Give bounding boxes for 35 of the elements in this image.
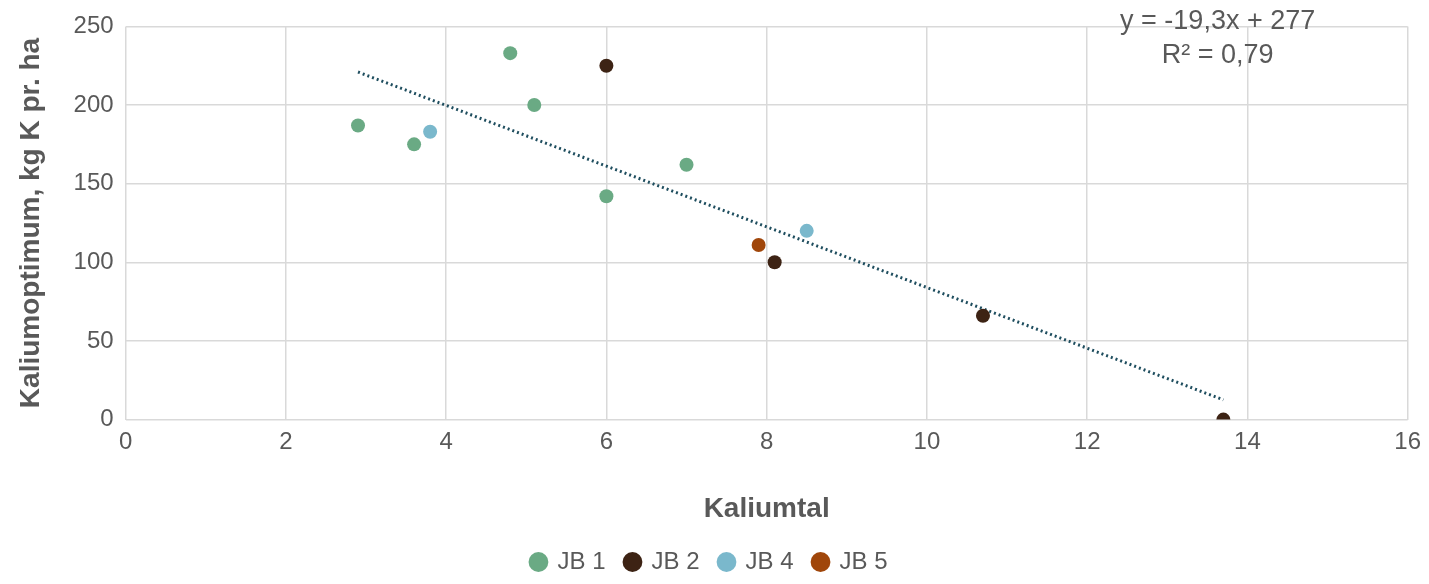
y-tick-label: 150 (73, 168, 114, 196)
point (407, 137, 422, 152)
x-tick-label: 8 (759, 426, 774, 454)
point (751, 238, 766, 253)
y-tick-label: 200 (73, 89, 114, 117)
point (423, 124, 438, 139)
y-tick-label: 0 (100, 404, 114, 432)
point (599, 189, 614, 204)
point (679, 157, 694, 172)
point (503, 46, 518, 61)
point (799, 223, 814, 238)
x-tick-label: 6 (599, 426, 614, 454)
point (599, 58, 614, 73)
x-tick-label: 10 (913, 426, 941, 454)
point (767, 255, 782, 270)
x-tick-label: 12 (1073, 426, 1101, 454)
x-axis-title: Kaliumtal (703, 491, 830, 523)
annotation: y = -19,3x + 277 (1120, 4, 1316, 35)
point (351, 118, 366, 133)
x-tick-label: 4 (439, 426, 453, 454)
x-tick-label: 14 (1234, 426, 1261, 454)
legend-label: JB 2 (651, 546, 700, 574)
legend-label: JB 1 (557, 546, 606, 574)
y-axis-title: Kaliumoptimum, kg K pr. ha (13, 37, 45, 409)
legend-label: JB 5 (839, 546, 888, 574)
point (975, 308, 990, 323)
point (527, 98, 542, 113)
legend-label: JB 4 (745, 546, 794, 574)
y-tick-label: 250 (73, 11, 114, 39)
y-tick-label: 50 (86, 325, 114, 353)
x-tick-label: 0 (118, 426, 133, 454)
annotation: R² = 0,79 (1161, 38, 1274, 69)
y-tick-label: 100 (73, 246, 114, 274)
x-tick-label: 2 (279, 426, 293, 454)
x-tick-label: 16 (1394, 426, 1421, 454)
